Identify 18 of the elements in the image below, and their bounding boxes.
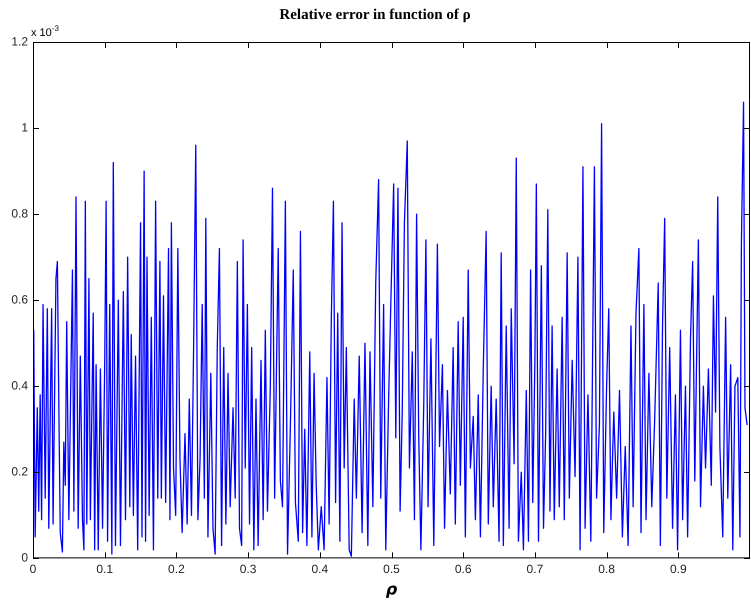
x-tick-label: 0.4 [311, 562, 328, 576]
y-tick-label: 0.2 [11, 464, 28, 479]
y-tick-label: 0 [21, 550, 28, 565]
y-tick-label: 1.2 [11, 34, 28, 48]
x-tick-label: 0.2 [168, 562, 186, 576]
x-tick-label: 0.3 [240, 562, 257, 576]
y-tick-label: 0.8 [11, 206, 28, 220]
x-tick-label: 0.6 [454, 562, 472, 576]
x-axis-title: ρ [386, 580, 398, 599]
chart-title: Relative error in function of ρ [279, 6, 471, 23]
x-tick-label: 0.8 [598, 562, 616, 576]
y-tick-label: 0.4 [11, 378, 28, 393]
x-tick-label: 0.5 [383, 562, 400, 576]
x-tick-label: 0.7 [526, 562, 544, 576]
y-tick-label: 1 [21, 120, 28, 134]
x-tick-label: 0.9 [670, 562, 687, 576]
y-tick-label: 0.6 [11, 292, 28, 307]
x-tick-label: 0.1 [96, 562, 114, 576]
